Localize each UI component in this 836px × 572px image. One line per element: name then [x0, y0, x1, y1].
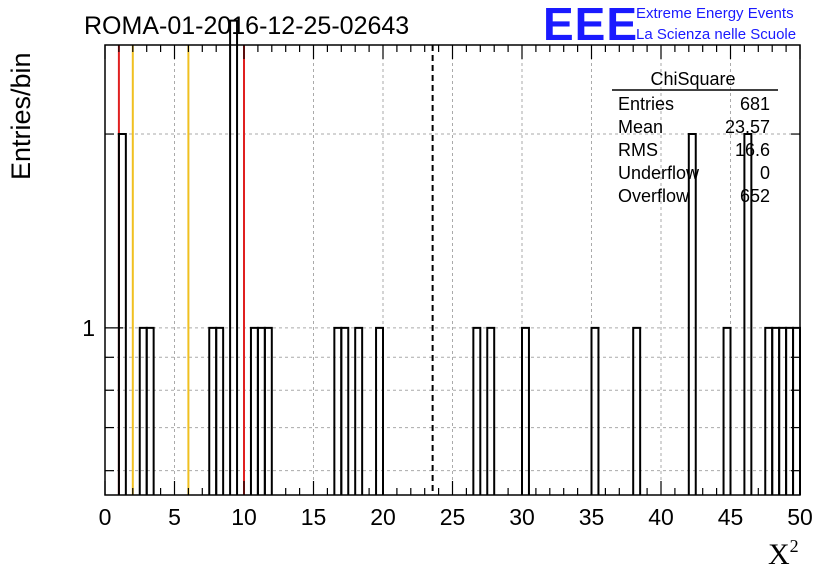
- y-tick-label: 1: [82, 315, 95, 341]
- x-tick-label: 30: [509, 504, 535, 530]
- histogram-bar: [778, 326, 788, 495]
- histogram-bar: [340, 326, 350, 495]
- eee-logo: EEE: [543, 0, 638, 50]
- histogram-bar: [743, 133, 753, 495]
- histogram-bar: [722, 326, 732, 495]
- histogram-bar: [138, 326, 148, 495]
- stats-label-underflow: Underflow: [618, 163, 700, 183]
- y-axis-label: Entries/bin: [6, 52, 36, 180]
- stats-value-underflow: 0: [760, 163, 770, 183]
- grid: [105, 45, 800, 495]
- histogram-bar: [590, 326, 600, 495]
- x-tick-label: 35: [579, 504, 605, 530]
- histogram-bar: [263, 326, 273, 495]
- histogram-bar: [632, 326, 642, 495]
- logo-line-2: La Scienza nelle Scuole: [636, 26, 796, 43]
- x-tick-label: 5: [168, 504, 181, 530]
- x-tick-label: 15: [301, 504, 327, 530]
- axes: 0 5 10 15 20 25 30 35 40 45 50 1: [82, 44, 813, 530]
- histogram-bar: [764, 326, 774, 495]
- stats-value-overflow: 652: [740, 186, 770, 206]
- histogram-bar: [792, 326, 801, 495]
- stats-value-mean: 23.57: [725, 117, 770, 137]
- histogram-bar: [785, 326, 795, 495]
- histogram-bar: [333, 326, 343, 495]
- stats-label-entries: Entries: [618, 94, 674, 114]
- stats-label-rms: RMS: [618, 140, 658, 160]
- stats-value-rms: 16.6: [735, 140, 770, 160]
- histogram-bar: [375, 326, 384, 495]
- x-axis-label: X2: [768, 536, 799, 571]
- histogram-bar: [117, 133, 127, 495]
- histogram-bar: [229, 19, 239, 495]
- x-tick-label: 40: [648, 504, 674, 530]
- histogram-bar: [472, 326, 482, 495]
- stats-box: ChiSquare Entries 681 Mean 23.57 RMS 16.…: [612, 69, 778, 206]
- histogram-bar: [486, 326, 496, 495]
- histogram-bars: [117, 19, 801, 495]
- logo-line-1: Extreme Energy Events: [636, 5, 794, 22]
- chart-title: ROMA-01-2016-12-25-02643: [84, 12, 409, 40]
- x-tick-label: 0: [99, 504, 112, 530]
- histogram-bar: [145, 326, 155, 495]
- x-tick-label: 25: [440, 504, 466, 530]
- x-tick-label: 20: [370, 504, 396, 530]
- stats-label-overflow: Overflow: [618, 186, 690, 206]
- x-tick-label: 10: [231, 504, 257, 530]
- histogram-bar: [249, 326, 259, 495]
- histogram-bar: [687, 133, 697, 495]
- histogram-bar: [256, 326, 266, 495]
- histogram-bar: [771, 326, 781, 495]
- stats-title: ChiSquare: [650, 69, 735, 89]
- histogram-bar: [354, 326, 364, 495]
- histogram-bar: [215, 326, 225, 495]
- x-tick-label: 45: [718, 504, 744, 530]
- stats-label-mean: Mean: [618, 117, 663, 137]
- histogram-bar: [208, 326, 218, 495]
- histogram-bar: [521, 326, 530, 495]
- x-tick-label: 50: [787, 504, 813, 530]
- stats-value-entries: 681: [740, 94, 770, 114]
